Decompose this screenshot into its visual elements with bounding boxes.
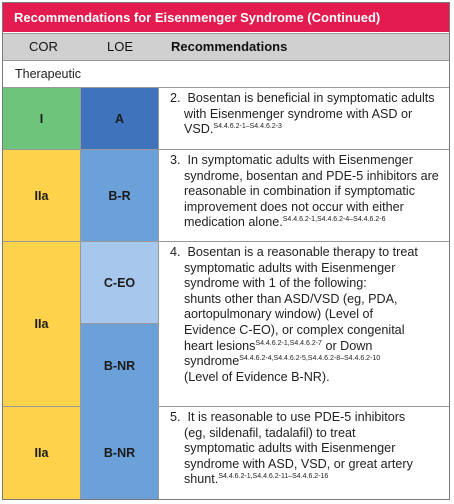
header-recommendations: Recommendations [171, 39, 288, 54]
loe-cell-ceo: C-EO [81, 242, 159, 324]
rec-line: reasonable in combination if symptomatic [184, 184, 415, 199]
table-row: IIa C-EO B-NR 4. Bosentan is a reasonabl… [3, 242, 449, 407]
citation: S4.4.6.2-1,S4.4.6.2-11–S4.4.6.2-16 [218, 473, 329, 481]
rec-line: 2. Bosentan is beneficial in symptomatic… [170, 91, 435, 105]
rec-line: 3. In symptomatic adults with Eisenmenge… [170, 153, 413, 167]
citation: S4.4.6.2-1–S4.4.6.2-3 [213, 123, 282, 130]
citation: S4.4.6.2-1,S4.4.6.2-4–S4.4.6.2-6 [282, 216, 386, 224]
loe-cell: B-NR [81, 407, 159, 499]
loe-cell: B-R [81, 150, 159, 241]
table-row: IIa B-R 3. In symptomatic adults with Ei… [3, 150, 449, 242]
rec-line: 5. It is reasonable to use PDE-5 inhibit… [170, 410, 406, 424]
rec-line: aortopulmonary window) (Level of [184, 307, 373, 322]
table-row: IIa B-NR 5. It is reasonable to use PDE-… [3, 407, 449, 499]
recommendations-table: Recommendations for Eisenmenger Syndrome… [2, 2, 450, 500]
rec-line: syndrome with ASD, VSD, or great artery [184, 456, 413, 471]
recommendation-text: 4. Bosentan is a reasonable therapy to t… [159, 242, 449, 406]
rec-line: (eg, sildenafil, tadalafil) to treat [184, 425, 356, 440]
rec-line: Evidence C-EO), or complex congenital [184, 322, 405, 337]
recommendation-text: 2. Bosentan is beneficial in symptomatic… [159, 88, 449, 149]
rec-line: symptomatic adults with Eisenmenger [184, 441, 396, 456]
rec-line: medication alone. [184, 215, 283, 230]
rec-line: symptomatic adults with Eisenmenger [184, 260, 396, 275]
table-row: I A 2. Bosentan is beneficial in symptom… [3, 88, 449, 150]
loe-cell-bnr: B-NR [81, 324, 159, 407]
rec-line: heart lesions [184, 338, 256, 353]
table-header-row: COR LOE Recommendations [3, 33, 449, 61]
section-therapeutic: Therapeutic [3, 61, 449, 88]
rec-line: (Level of Evidence B-NR). [184, 369, 330, 384]
cor-cell: IIa [3, 242, 81, 406]
header-cor: COR [29, 39, 58, 54]
rec-line: syndrome with 1 of the following: [184, 276, 367, 291]
rec-line: shunt. [184, 472, 219, 487]
rec-line: 4. Bosentan is a reasonable therapy to t… [170, 245, 418, 259]
rec-line: syndrome [184, 354, 240, 369]
rec-line: or Down [321, 338, 373, 353]
table-title: Recommendations for Eisenmenger Syndrome… [3, 3, 449, 32]
header-loe: LOE [107, 39, 134, 54]
loe-cell: A [81, 88, 159, 149]
cor-cell: I [3, 88, 81, 149]
rec-line: improvement does not occur with either [184, 199, 404, 214]
recommendation-text: 3. In symptomatic adults with Eisenmenge… [159, 150, 449, 241]
citation: S4.4.6.2-4,S4.4.6.2-5,S4.4.6.2-8–S4.4.6.… [239, 354, 381, 362]
rec-line: shunts other than ASD/VSD (eg, PDA, [184, 291, 398, 306]
rec-line: syndrome, bosentan and PDE-5 inhibitors … [184, 168, 439, 183]
rec-line: with Eisenmenger syndrome with ASD or [184, 106, 413, 121]
rec-line: VSD. [184, 122, 214, 137]
cor-cell: IIa [3, 150, 81, 241]
cor-cell: IIa [3, 407, 81, 499]
citation: S4.4.6.2-1,S4.4.6.2-7 [255, 339, 322, 347]
recommendation-text: 5. It is reasonable to use PDE-5 inhibit… [159, 407, 449, 499]
